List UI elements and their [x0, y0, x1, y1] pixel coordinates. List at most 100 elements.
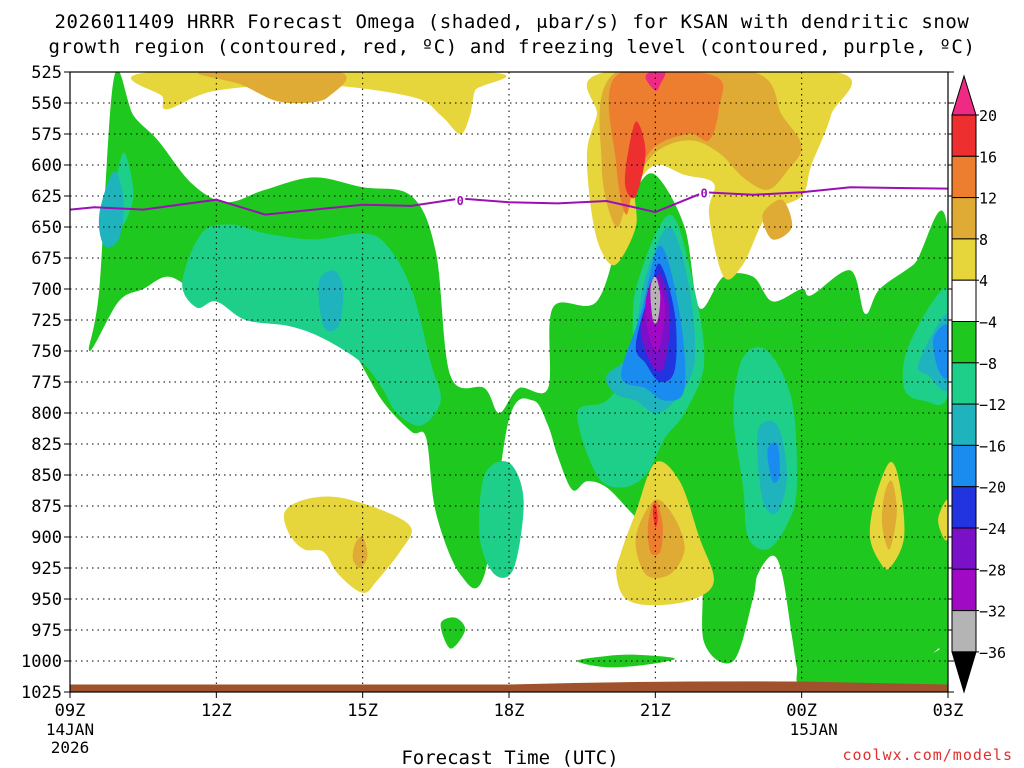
- omega-region-gt20-35: [645, 72, 666, 91]
- colorbar-label-4: 4: [979, 272, 988, 290]
- colorbar-bottom-arrow: [951, 651, 977, 694]
- plot-area: 00: [70, 72, 948, 692]
- y-tick-label-725: 725: [31, 311, 62, 331]
- omega-region-c8-27: [762, 199, 793, 240]
- y-tick-label-825: 825: [31, 435, 62, 455]
- colorbar-label-9: −20: [979, 479, 1006, 497]
- omega-region-c12-31: [608, 72, 724, 215]
- x-tick-label-00Z: 00Z: [786, 701, 817, 721]
- colorbar-bin-n24: [951, 527, 977, 570]
- omega-region-c4-24: [938, 499, 948, 541]
- omega-region-n4-38: [877, 646, 948, 692]
- omega-region-n32-18: [650, 276, 661, 324]
- y-tick-label-1025: 1025: [21, 683, 62, 703]
- omega-region-n4-0: [88, 72, 948, 689]
- y-tick-label-575: 575: [31, 125, 62, 145]
- chart-title-line1: 2026011409 HRRR Forecast Omega (shaded, …: [55, 11, 970, 33]
- grid-lines: [70, 72, 948, 692]
- x-tick-label-12Z: 12Z: [201, 701, 232, 721]
- y-tick-label-600: 600: [31, 156, 62, 176]
- omega-region-c4-21: [283, 496, 412, 593]
- y-axis: 525 550 575 600 625 650 675 700 725 750 775 800 825 8…: [21, 63, 954, 703]
- colorbar-bin-n4: [951, 321, 977, 364]
- colorbar-bin-n20: [951, 486, 977, 529]
- omega-region-n4-39: [938, 592, 948, 625]
- colorbar-label-1: 16: [979, 148, 997, 166]
- x-tick-label-15Z: 15Z: [347, 701, 378, 721]
- x-date-label-00Z: 15JAN: [790, 720, 838, 739]
- y-tick-label-950: 950: [31, 590, 62, 610]
- colorbar-bin-n12: [951, 403, 977, 446]
- colorbar-label-11: −28: [979, 561, 1006, 579]
- freezing-level-labels: 00: [455, 185, 710, 208]
- y-tick-label-775: 775: [31, 373, 62, 393]
- colorbar-label-5: −4: [979, 314, 997, 332]
- omega-region-c8-30: [881, 480, 897, 550]
- omega-region-n4-36: [440, 617, 466, 649]
- y-tick-label-700: 700: [31, 280, 62, 300]
- colorbar-bin-c8: [951, 197, 977, 240]
- x-tick-label-18Z: 18Z: [494, 701, 525, 721]
- colorbar-bin-n16: [951, 444, 977, 488]
- colorbar-label-10: −24: [979, 520, 1006, 538]
- colorbar-label-7: −12: [979, 396, 1006, 414]
- y-tick-label-750: 750: [31, 342, 62, 362]
- omega-region-n16-13: [767, 442, 780, 483]
- omega-region-n12-7: [98, 171, 124, 248]
- y-tick-label-675: 675: [31, 249, 62, 269]
- y-tick-label-650: 650: [31, 218, 62, 238]
- freezing-label-bg-0: [455, 192, 466, 206]
- colorbar-label-3: 8: [979, 231, 988, 249]
- x-date-label-09Z: 14JAN: [46, 720, 94, 739]
- chart-title-line2: growth region (contoured, red, ºC) and f…: [49, 36, 976, 58]
- omega-region-c12-32: [647, 499, 663, 556]
- y-tick-label-800: 800: [31, 404, 62, 424]
- colorbar-label-12: −32: [979, 603, 1006, 621]
- freezing-level-line: [70, 186, 948, 216]
- freezing-level-label-1: 0: [700, 187, 707, 201]
- x-axis-label: Forecast Time (UTC): [401, 747, 618, 768]
- omega-region-n16-14: [933, 324, 948, 379]
- y-tick-label-525: 525: [31, 63, 62, 83]
- omega-region-c16-34: [652, 503, 658, 528]
- x-tick-label-09Z: 09Z: [55, 701, 86, 721]
- colorbar-bin-zero: [951, 279, 977, 323]
- credit-text: coolwx.com/models: [842, 746, 1013, 764]
- colorbar-label-0: 20: [979, 107, 997, 125]
- freezing-label-bg-1: [699, 185, 710, 199]
- ground-surface: [70, 681, 948, 692]
- colorbar-label-6: −8: [979, 355, 997, 373]
- colorbar-label-13: −36: [979, 644, 1006, 662]
- colorbar-bin-c12: [951, 155, 977, 199]
- colorbar-bin-n8: [951, 362, 977, 405]
- colorbar-bin-c4: [951, 238, 977, 281]
- omega-region-n12-8: [318, 270, 344, 332]
- omega-shading: [88, 72, 948, 692]
- y-tick-label-875: 875: [31, 497, 62, 517]
- colorbar-bin-n28: [951, 568, 977, 612]
- colorbar-label-2: 12: [979, 190, 997, 208]
- colorbar: 20 16 12 8 4 −4 −8 −12 −16 −20 −24 −28 −32 −36: [951, 74, 1006, 694]
- y-tick-label-975: 975: [31, 621, 62, 641]
- omega-region-n8-3: [479, 461, 524, 578]
- colorbar-label-8: −16: [979, 437, 1006, 455]
- x-tick-label-21Z: 21Z: [640, 701, 671, 721]
- y-tick-label-625: 625: [31, 187, 62, 207]
- x-tick-label-03Z: 03Z: [933, 701, 964, 721]
- y-tick-label-550: 550: [31, 94, 62, 114]
- y-tick-label-900: 900: [31, 528, 62, 548]
- omega-region-c4-19: [131, 72, 507, 134]
- omega-region-c8-25: [198, 72, 347, 104]
- y-tick-label-925: 925: [31, 559, 62, 579]
- freezing-level-label-0: 0: [457, 194, 464, 208]
- omega-region-c8-28: [352, 536, 368, 569]
- omega-region-c16-33: [624, 121, 646, 199]
- x-year-label-09Z: 2026: [51, 738, 90, 757]
- colorbar-bin-c16: [951, 114, 977, 157]
- colorbar-top-arrow: [951, 74, 977, 116]
- omega-region-n8-2: [182, 224, 441, 426]
- colorbar-bin-n32: [951, 610, 977, 653]
- y-tick-label-850: 850: [31, 466, 62, 486]
